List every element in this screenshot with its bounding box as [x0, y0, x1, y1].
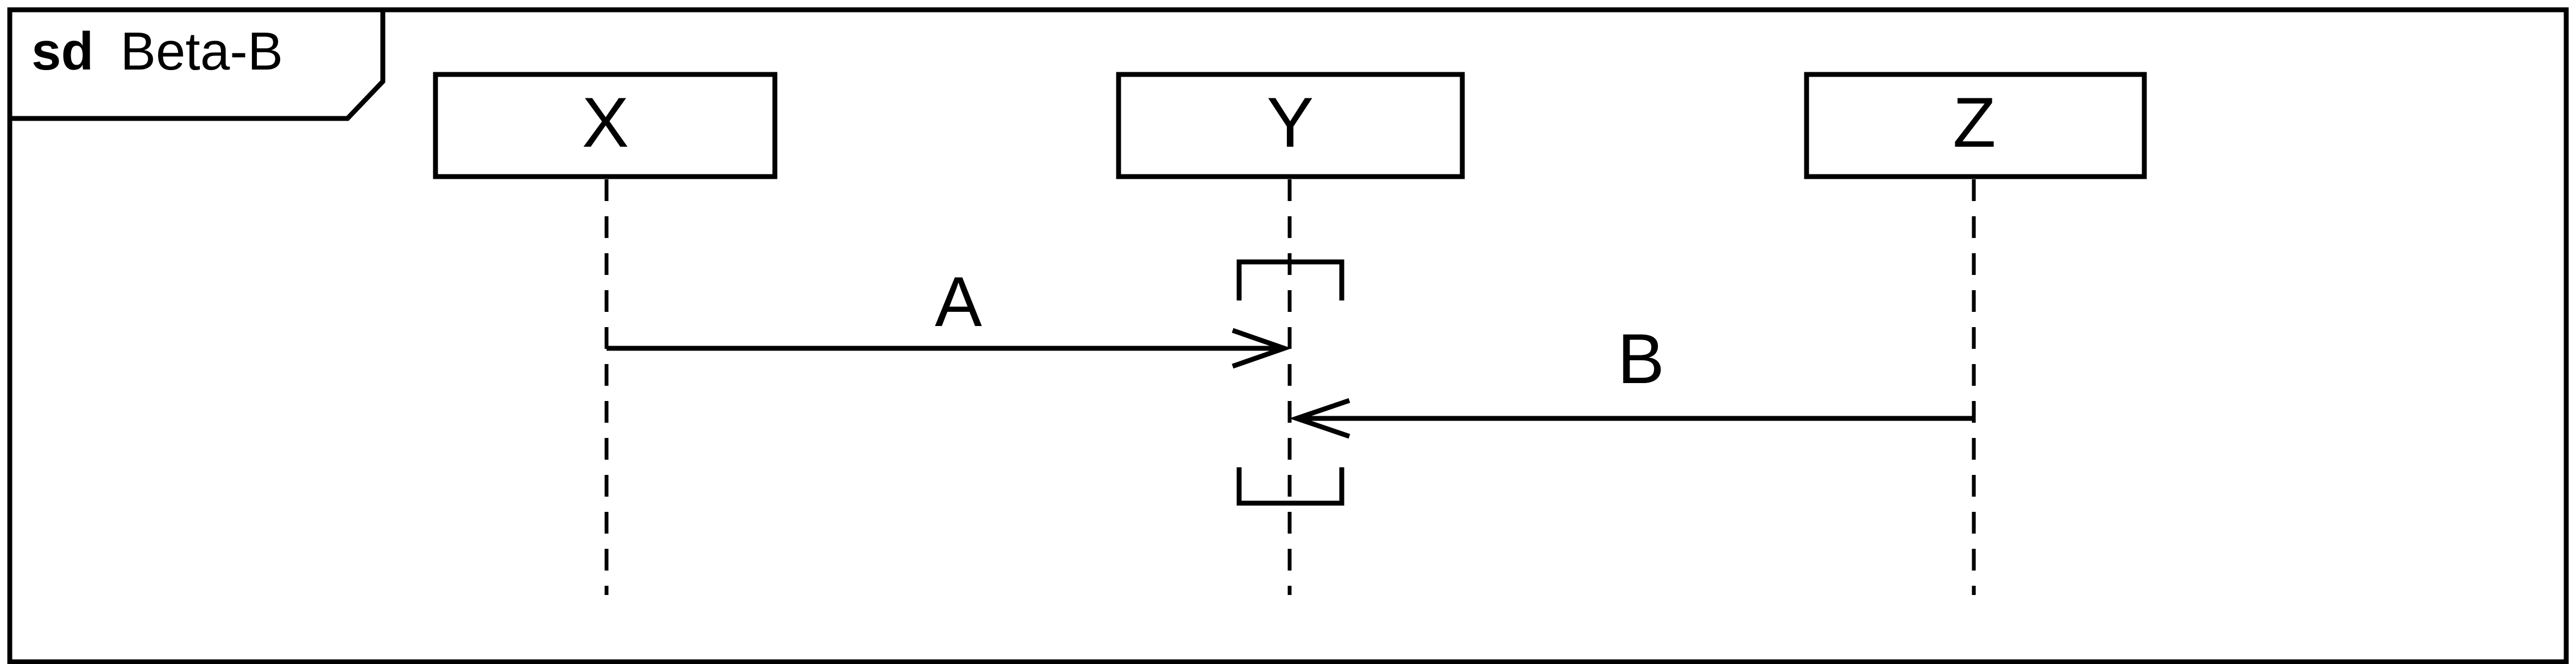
participant-y: Y — [1116, 72, 1465, 595]
diagram-frame — [7, 7, 2569, 664]
participant-x: X — [433, 72, 778, 595]
participant-box — [433, 72, 778, 179]
participant-label: X — [582, 83, 629, 162]
participant-box — [1804, 72, 2147, 179]
message-b: B — [1289, 319, 1974, 439]
participant-box — [1116, 72, 1465, 179]
open-arrowhead-icon — [1289, 398, 1350, 439]
participant-z: Z — [1804, 72, 2147, 595]
frame-name: Beta-B — [121, 21, 283, 81]
frame-title-tab — [10, 10, 386, 121]
open-arrowhead-icon — [1232, 328, 1292, 369]
participant-label: Z — [1953, 83, 1996, 162]
message-label: A — [935, 262, 982, 341]
frame-keyword: sd — [31, 21, 93, 81]
message-a: A — [607, 262, 1292, 369]
execution-bracket-top — [1236, 259, 1344, 300]
execution-bracket-bottom — [1236, 467, 1344, 506]
message-label: B — [1618, 319, 1665, 398]
frame-title: sd Beta-B — [31, 21, 283, 81]
execution-bracket — [1236, 259, 1344, 506]
participant-label: Y — [1267, 83, 1314, 162]
